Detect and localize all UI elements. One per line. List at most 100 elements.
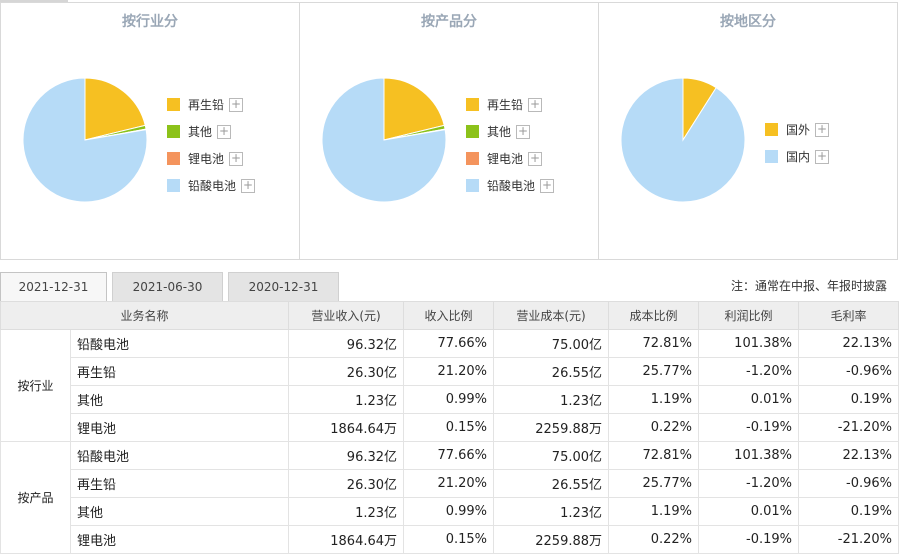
region-panel: 按地区分 国外 + 国内 + bbox=[599, 3, 897, 259]
top-strip bbox=[0, 0, 68, 3]
value-cell: 1.23亿 bbox=[288, 385, 405, 414]
table-row: 按行业 铅酸电池 96.32亿 77.66% 75.00亿 72.81% 101.38% 22… bbox=[0, 329, 900, 442]
value-cell: 0.99% bbox=[403, 385, 495, 414]
pie-slice-1[interactable] bbox=[620, 77, 746, 203]
legend-label: 再生铅 bbox=[487, 98, 524, 112]
col-header-profit-ratio: 利润比例 bbox=[698, 301, 800, 330]
legend-swatch bbox=[167, 152, 180, 165]
legend-item[interactable]: 再生铅 + bbox=[167, 91, 255, 118]
table-row: 再生铅 26.30亿 21.20% 26.55亿 25.77% -1.20% -0.96% bbox=[1, 469, 900, 498]
col-header-gross-margin: 毛利率 bbox=[798, 301, 900, 330]
expand-plus-icon[interactable]: + bbox=[229, 96, 244, 112]
value-cell: 75.00亿 bbox=[493, 441, 610, 470]
business-name-cell: 再生铅 bbox=[69, 357, 290, 386]
business-name-cell: 锂电池 bbox=[69, 525, 290, 554]
legend-label: 再生铅 bbox=[188, 98, 225, 112]
expand-plus-icon[interactable]: + bbox=[815, 121, 830, 137]
expand-plus-icon[interactable]: + bbox=[815, 148, 830, 164]
value-cell: 2259.88万 bbox=[493, 525, 610, 554]
value-cell: 25.77% bbox=[608, 357, 700, 386]
legend-swatch bbox=[765, 123, 778, 136]
table-row: 按产品 铅酸电池 96.32亿 77.66% 75.00亿 72.81% 101.38% 22… bbox=[0, 441, 900, 554]
value-cell: 0.01% bbox=[698, 497, 800, 526]
value-cell: 2259.88万 bbox=[493, 413, 610, 442]
legend-item[interactable]: 国外 + bbox=[765, 116, 830, 143]
tab-2021-12-31[interactable]: 2021-12-31 bbox=[0, 272, 107, 302]
legend-label: 其他 bbox=[487, 125, 512, 139]
value-cell: -21.20% bbox=[798, 413, 900, 442]
legend-swatch bbox=[466, 98, 479, 111]
value-cell: 26.30亿 bbox=[288, 357, 405, 386]
business-name-cell: 其他 bbox=[69, 497, 290, 526]
col-header-cost-ratio: 成本比例 bbox=[608, 301, 700, 330]
table-row: 其他 1.23亿 0.99% 1.23亿 1.19% 0.01% 0.19% bbox=[1, 497, 900, 526]
business-table: 业务名称 营业收入(元) 收入比例 营业成本(元) 成本比例 利润比例 毛利率 … bbox=[0, 301, 900, 554]
value-cell: 21.20% bbox=[403, 469, 495, 498]
legend-swatch bbox=[167, 179, 180, 192]
pie-slice-0[interactable] bbox=[383, 77, 445, 141]
expand-plus-icon[interactable]: + bbox=[516, 123, 531, 139]
legend-item[interactable]: 再生铅 + bbox=[466, 91, 554, 118]
value-cell: 1.23亿 bbox=[288, 497, 405, 526]
value-cell: 0.15% bbox=[403, 525, 495, 554]
value-cell: 101.38% bbox=[698, 441, 800, 470]
pie-slice-0[interactable] bbox=[84, 77, 146, 141]
group-label: 按产品 bbox=[0, 441, 71, 554]
value-cell: 101.38% bbox=[698, 329, 800, 358]
legend-label: 锂电池 bbox=[487, 152, 524, 166]
region-pie-chart bbox=[620, 77, 746, 203]
legend-label: 其他 bbox=[188, 125, 213, 139]
value-cell: 0.22% bbox=[608, 525, 700, 554]
expand-plus-icon[interactable]: + bbox=[241, 177, 256, 193]
expand-plus-icon[interactable]: + bbox=[528, 96, 543, 112]
legend-item[interactable]: 国内 + bbox=[765, 143, 830, 170]
col-header-revenue-ratio: 收入比例 bbox=[403, 301, 495, 330]
legend-item[interactable]: 其他 + bbox=[167, 118, 255, 145]
pie-panels: 按行业分 再生铅 + 其他 + 锂电池 + 铅酸电池 + 按产品分 再生铅 + 其他 + 锂电池 + 铅酸… bbox=[0, 2, 898, 260]
expand-plus-icon[interactable]: + bbox=[217, 123, 232, 139]
value-cell: 96.32亿 bbox=[288, 441, 405, 470]
legend-item[interactable]: 锂电池 + bbox=[167, 145, 255, 172]
expand-plus-icon[interactable]: + bbox=[528, 150, 543, 166]
table-header-row: 业务名称 营业收入(元) 收入比例 营业成本(元) 成本比例 利润比例 毛利率 bbox=[0, 301, 900, 330]
legend-item[interactable]: 铅酸电池 + bbox=[466, 172, 555, 199]
legend-label: 国外 bbox=[786, 123, 811, 137]
product-legend: 再生铅 + 其他 + 锂电池 + 铅酸电池 + bbox=[466, 91, 555, 199]
pie-slice-3[interactable] bbox=[22, 77, 148, 203]
legend-swatch bbox=[167, 98, 180, 111]
period-tabs: 2021-12-31 2021-06-30 2020-12-31 bbox=[0, 272, 344, 302]
legend-label: 铅酸电池 bbox=[188, 179, 237, 193]
legend-item[interactable]: 锂电池 + bbox=[466, 145, 554, 172]
tab-2020-12-31[interactable]: 2020-12-31 bbox=[228, 272, 339, 301]
col-header-revenue: 营业收入(元) bbox=[288, 301, 405, 330]
legend-item[interactable]: 铅酸电池 + bbox=[167, 172, 256, 199]
legend-swatch bbox=[466, 179, 479, 192]
value-cell: -0.96% bbox=[798, 469, 900, 498]
value-cell: 22.13% bbox=[798, 441, 900, 470]
pie-slice-3[interactable] bbox=[321, 77, 447, 203]
value-cell: 26.55亿 bbox=[493, 357, 610, 386]
disclosure-note: 注：通常在中报、年报时披露 bbox=[730, 279, 887, 293]
table-row: 锂电池 1864.64万 0.15% 2259.88万 0.22% -0.19% -21.2… bbox=[1, 525, 900, 554]
value-cell: 96.32亿 bbox=[288, 329, 405, 358]
table-row: 再生铅 26.30亿 21.20% 26.55亿 25.77% -1.20% -0.96% bbox=[1, 357, 900, 386]
product-pie-chart bbox=[321, 77, 447, 203]
business-name-cell: 锂电池 bbox=[69, 413, 290, 442]
legend-item[interactable]: 其他 + bbox=[466, 118, 554, 145]
business-name-cell: 铅酸电池 bbox=[69, 329, 290, 358]
value-cell: 1.23亿 bbox=[493, 385, 610, 414]
business-name-cell: 再生铅 bbox=[69, 469, 290, 498]
value-cell: 0.19% bbox=[798, 385, 900, 414]
value-cell: 25.77% bbox=[608, 469, 700, 498]
business-name-cell: 其他 bbox=[69, 385, 290, 414]
expand-plus-icon[interactable]: + bbox=[229, 150, 244, 166]
expand-plus-icon[interactable]: + bbox=[540, 177, 555, 193]
value-cell: 72.81% bbox=[608, 441, 700, 470]
value-cell: 0.22% bbox=[608, 413, 700, 442]
value-cell: 1.19% bbox=[608, 385, 700, 414]
tab-2021-06-30[interactable]: 2021-06-30 bbox=[112, 272, 223, 301]
value-cell: 0.19% bbox=[798, 497, 900, 526]
industry-pie-chart bbox=[22, 77, 148, 203]
legend-swatch bbox=[466, 125, 479, 138]
value-cell: 26.55亿 bbox=[493, 469, 610, 498]
